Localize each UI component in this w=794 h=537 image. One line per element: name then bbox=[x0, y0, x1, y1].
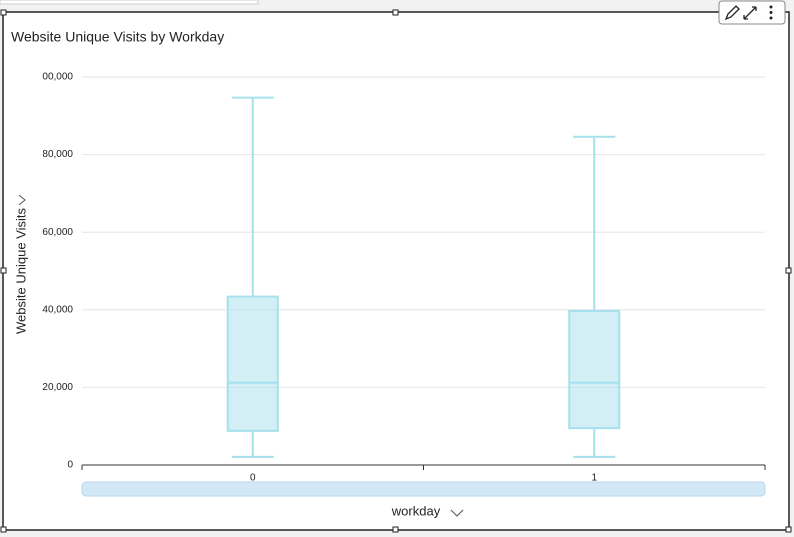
plot-area: 0 20,000 40,000 60,000 80,000 00,000 0 1 bbox=[42, 72, 766, 484]
menu-icon[interactable] bbox=[769, 5, 773, 20]
tab bbox=[0, 0, 259, 5]
y-tick-label: 20,000 bbox=[42, 382, 73, 393]
y-tick-label: 80,000 bbox=[42, 149, 73, 160]
expand-icon[interactable] bbox=[743, 6, 757, 20]
y-tick-label: 60,000 bbox=[42, 227, 73, 238]
chart-title: Website Unique Visits by Workday bbox=[11, 29, 224, 45]
x-axis-label[interactable]: workday bbox=[391, 503, 441, 518]
resize-handles bbox=[0, 9, 792, 533]
y-tick-label: 0 bbox=[67, 460, 73, 471]
y-tick-label: 40,000 bbox=[42, 304, 73, 315]
box bbox=[226, 295, 279, 432]
x-tick-label: 1 bbox=[591, 473, 597, 484]
toolbar bbox=[718, 0, 786, 25]
y-axis-label[interactable]: Website Unique Visits bbox=[13, 208, 28, 334]
x-tick-label: 0 bbox=[250, 473, 256, 484]
visual-frame[interactable] bbox=[2, 11, 790, 531]
scroll-bar[interactable] bbox=[81, 481, 766, 497]
y-axis-chevron[interactable] bbox=[18, 194, 26, 206]
y-tick-label: 00,000 bbox=[42, 72, 73, 83]
box bbox=[568, 309, 621, 430]
x-axis-chevron[interactable] bbox=[450, 509, 464, 517]
edit-icon[interactable] bbox=[724, 5, 740, 21]
